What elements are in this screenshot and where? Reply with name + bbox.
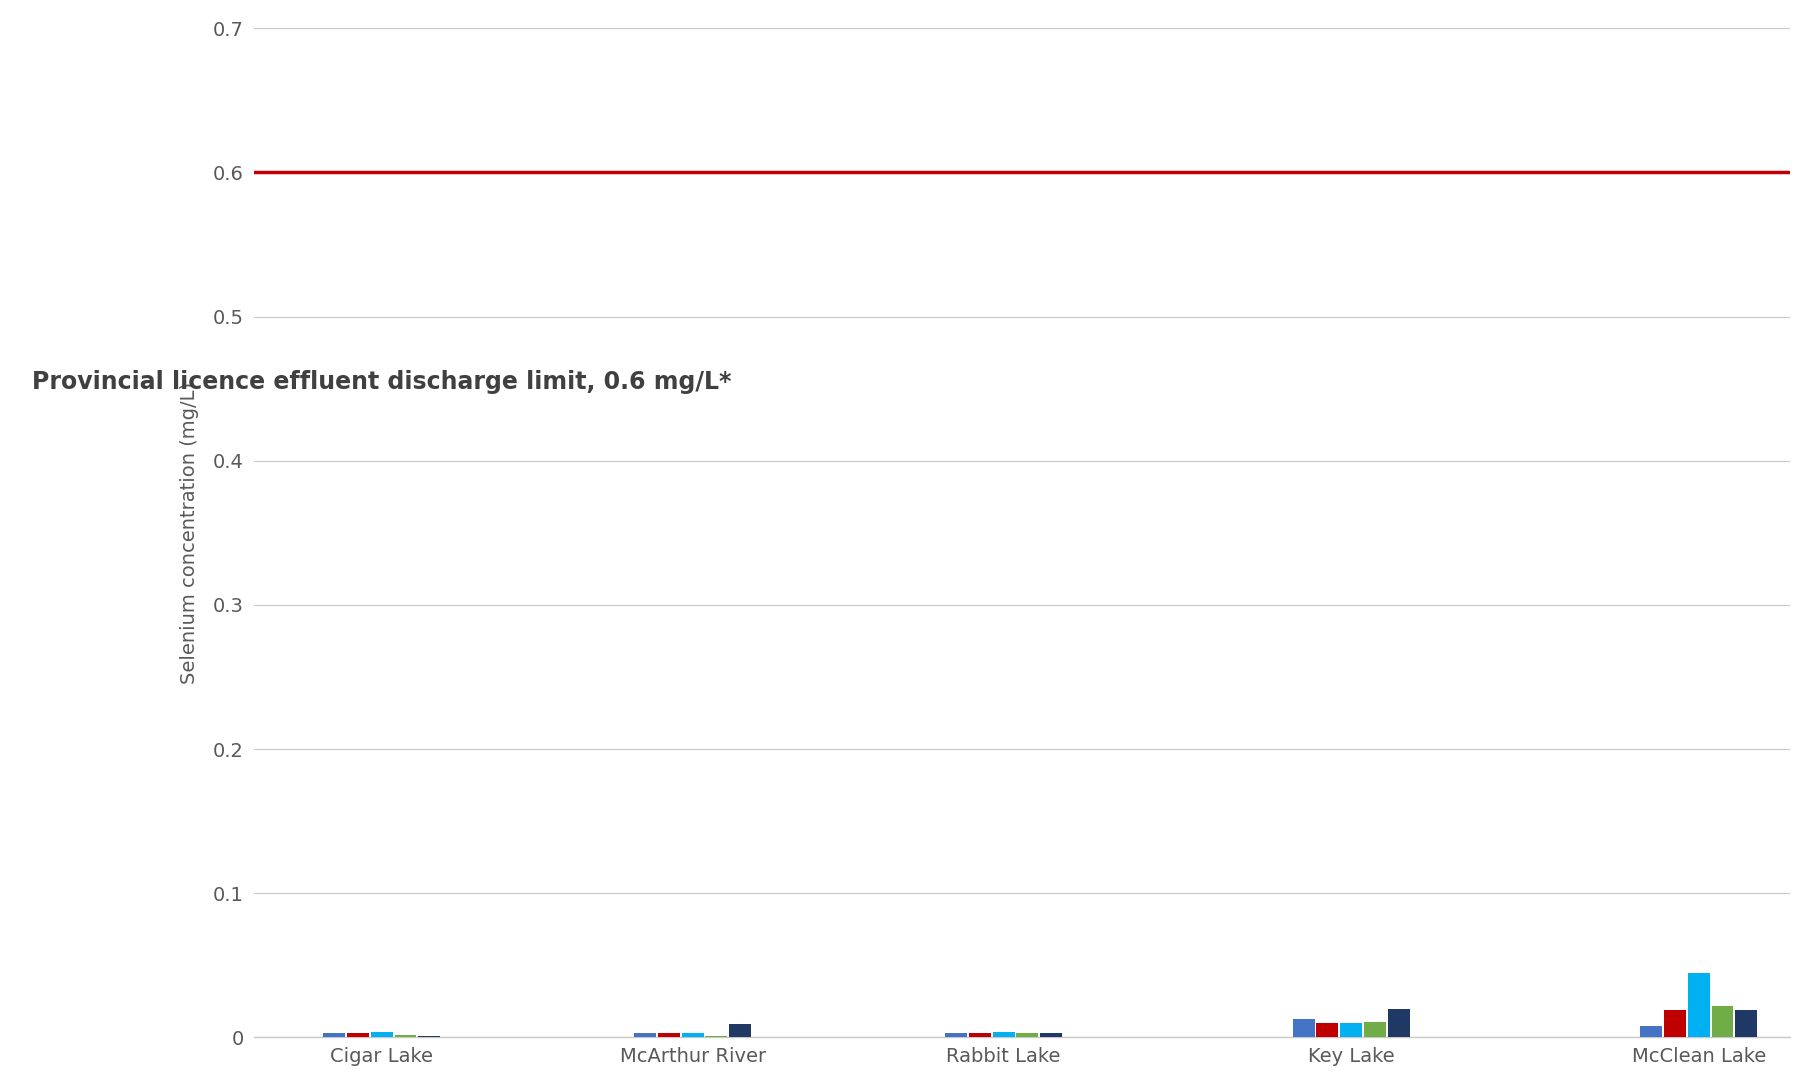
Bar <box>945 1033 967 1037</box>
Bar <box>657 1033 679 1037</box>
Bar <box>371 1032 393 1037</box>
Bar <box>1387 1009 1409 1037</box>
Y-axis label: Selenium concentration (mg/L): Selenium concentration (mg/L) <box>179 382 199 684</box>
Bar <box>1711 1005 1733 1037</box>
Bar <box>730 1024 752 1037</box>
Text: Provincial licence effluent discharge limit, 0.6 mg/L*: Provincial licence effluent discharge li… <box>33 370 732 393</box>
Bar <box>1688 973 1710 1037</box>
Bar <box>706 1036 728 1037</box>
Bar <box>634 1033 656 1037</box>
Bar <box>1040 1033 1061 1037</box>
Bar <box>1641 1026 1662 1037</box>
Bar <box>681 1033 704 1037</box>
Bar <box>1293 1019 1315 1037</box>
Bar <box>1735 1010 1757 1037</box>
Bar <box>322 1033 346 1037</box>
Bar <box>1317 1023 1338 1037</box>
Bar <box>1340 1023 1362 1037</box>
Bar <box>1016 1033 1038 1037</box>
Bar <box>418 1036 440 1037</box>
Bar <box>1664 1010 1686 1037</box>
Bar <box>992 1032 1014 1037</box>
Bar <box>1364 1022 1385 1037</box>
Bar <box>969 1033 991 1037</box>
Bar <box>348 1033 369 1037</box>
Bar <box>395 1035 417 1037</box>
